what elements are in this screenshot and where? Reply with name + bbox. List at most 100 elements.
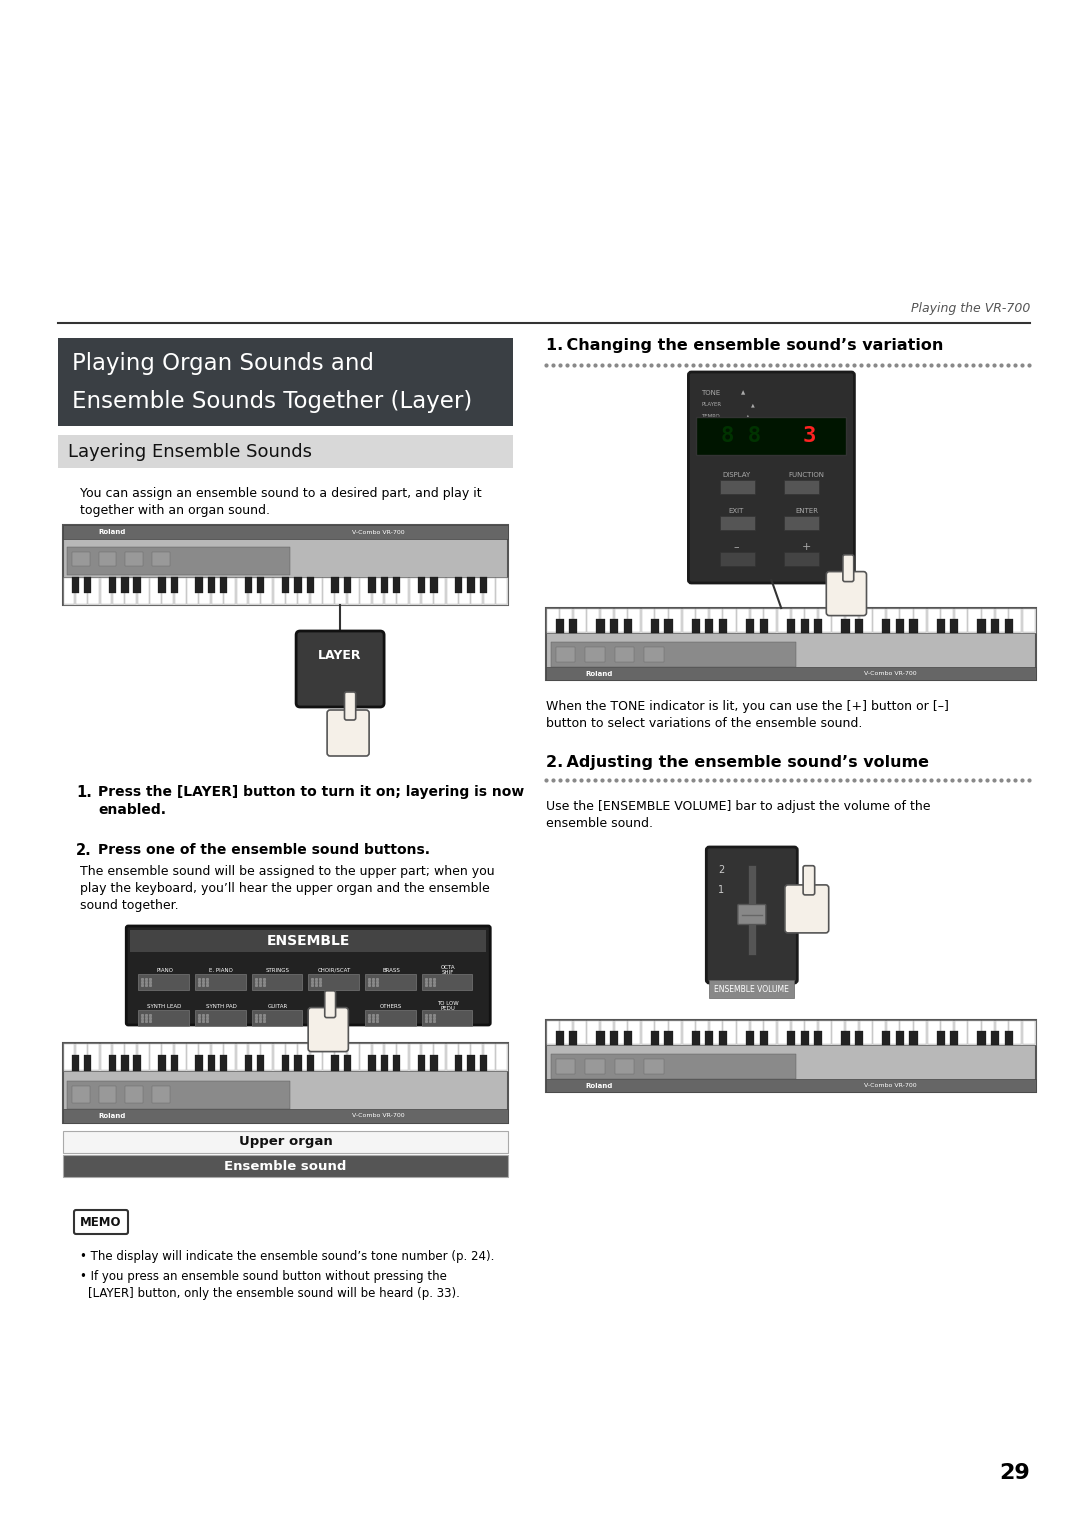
Text: • The display will indicate the ensemble sound’s tone number (p. 24).: • The display will indicate the ensemble…	[80, 1250, 495, 1264]
Bar	[447, 578, 458, 604]
Bar	[615, 610, 626, 633]
Bar	[360, 1044, 372, 1070]
Bar	[261, 1044, 272, 1070]
Bar	[719, 1030, 727, 1045]
Bar	[784, 552, 820, 565]
Text: play the keyboard, you’ll hear the upper organ and the ensemble: play the keyboard, you’ll hear the upper…	[80, 882, 489, 895]
Bar	[100, 1044, 111, 1070]
Bar	[909, 1030, 918, 1045]
FancyBboxPatch shape	[804, 866, 814, 895]
FancyBboxPatch shape	[327, 711, 369, 756]
FancyBboxPatch shape	[325, 990, 336, 1018]
Bar	[936, 619, 945, 633]
Bar	[546, 608, 1036, 633]
Bar	[430, 578, 437, 593]
FancyBboxPatch shape	[706, 847, 797, 983]
Bar	[651, 1030, 659, 1045]
Bar	[245, 1054, 252, 1071]
Bar	[901, 610, 913, 633]
Text: together with an organ sound.: together with an organ sound.	[80, 504, 270, 516]
FancyBboxPatch shape	[75, 1210, 129, 1235]
Bar	[471, 1044, 483, 1070]
Bar	[200, 1044, 211, 1070]
Bar	[286, 1044, 297, 1070]
Bar	[158, 578, 165, 593]
Bar	[484, 1044, 495, 1070]
Bar	[455, 1054, 462, 1071]
Bar	[747, 865, 756, 955]
Bar	[63, 1131, 508, 1154]
Bar	[455, 578, 462, 593]
Bar	[248, 1044, 260, 1070]
Bar	[72, 1086, 90, 1103]
Bar	[343, 578, 351, 593]
Bar	[421, 1010, 472, 1025]
Text: Playing the VR-700: Playing the VR-700	[910, 303, 1030, 315]
Bar	[860, 1021, 872, 1044]
Bar	[895, 619, 904, 633]
Text: [LAYER] button, only the ensemble sound will be heard (p. 33).: [LAYER] button, only the ensemble sound …	[87, 1287, 460, 1300]
Bar	[556, 1059, 576, 1074]
Bar	[615, 1021, 626, 1044]
Bar	[430, 1054, 437, 1071]
Text: OCTA
SHIF: OCTA SHIF	[441, 964, 456, 975]
Bar	[596, 619, 605, 633]
Bar	[409, 578, 420, 604]
Bar	[84, 1054, 92, 1071]
Bar	[546, 1021, 1036, 1045]
Text: Ensemble Sounds Together (Layer): Ensemble Sounds Together (Layer)	[72, 390, 472, 413]
Bar	[294, 578, 301, 593]
Text: 3: 3	[802, 426, 815, 446]
Bar	[629, 1021, 640, 1044]
Bar	[237, 578, 247, 604]
Bar	[468, 1054, 474, 1071]
Text: ENTER: ENTER	[795, 507, 819, 513]
Bar	[220, 1054, 228, 1071]
Text: PLAYER: PLAYER	[701, 402, 721, 408]
Bar	[841, 1030, 850, 1045]
Bar	[977, 1030, 986, 1045]
Text: PIANO: PIANO	[157, 967, 173, 972]
Bar	[298, 1044, 309, 1070]
Bar	[759, 619, 768, 633]
Bar	[409, 1044, 420, 1070]
Bar	[393, 578, 401, 593]
Bar	[109, 578, 117, 593]
Bar	[138, 973, 189, 990]
Bar	[610, 619, 618, 633]
Bar	[846, 610, 858, 633]
Bar	[63, 1155, 508, 1177]
Bar	[480, 578, 487, 593]
Bar	[805, 610, 818, 633]
Text: enabled.: enabled.	[98, 804, 166, 817]
Bar	[434, 578, 445, 604]
Bar	[200, 578, 211, 604]
Bar	[969, 1021, 981, 1044]
Bar	[162, 578, 173, 604]
Bar	[615, 1059, 634, 1074]
Bar	[418, 578, 426, 593]
Bar	[220, 578, 228, 593]
Bar	[955, 610, 967, 633]
Bar	[644, 646, 663, 662]
Text: ENSEMBLE VOLUME: ENSEMBLE VOLUME	[714, 984, 789, 993]
Bar	[67, 547, 289, 575]
Bar	[1023, 610, 1035, 633]
Bar	[610, 1030, 618, 1045]
Bar	[273, 1044, 284, 1070]
Bar	[623, 1030, 632, 1045]
Bar	[787, 1030, 795, 1045]
Text: Roland: Roland	[585, 1082, 612, 1088]
Text: sound together.: sound together.	[80, 898, 178, 912]
Text: You can assign an ensemble sound to a desired part, and play it: You can assign an ensemble sound to a de…	[80, 487, 482, 500]
Bar	[720, 516, 755, 530]
Bar	[125, 578, 136, 604]
Bar	[397, 578, 408, 604]
Bar	[691, 1030, 700, 1045]
Bar	[121, 1054, 129, 1071]
Bar	[447, 1044, 458, 1070]
Bar	[569, 619, 578, 633]
Bar	[596, 1030, 605, 1045]
Bar	[64, 578, 75, 604]
Bar	[171, 1054, 178, 1071]
